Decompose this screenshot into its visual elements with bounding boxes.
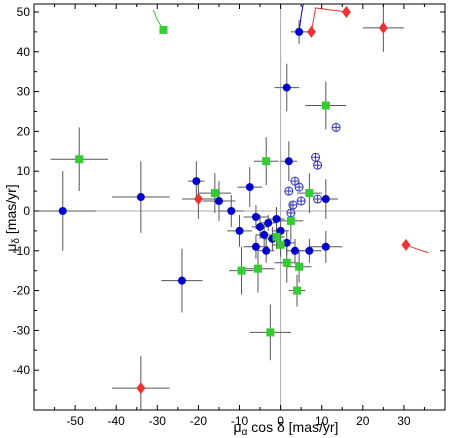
green-square-point: [276, 240, 285, 249]
plot-frame: [33, 3, 446, 411]
open-circle-cross-point: [290, 176, 300, 186]
y-tick-label: 40: [17, 45, 31, 59]
blue-circle-point: [262, 246, 271, 255]
green-square-point: [305, 189, 314, 198]
green-square-point: [293, 286, 302, 295]
x-tick-label: 30: [397, 414, 411, 428]
blue-circle-point: [295, 27, 304, 36]
open-circle-cross-point: [294, 182, 304, 192]
blue-circle-point: [282, 238, 291, 247]
green-square-point: [253, 264, 262, 273]
open-circle-cross-point: [284, 186, 294, 196]
green-square-point: [237, 266, 246, 275]
red-diamond-point: [136, 382, 146, 395]
blue-circle-point: [256, 222, 265, 231]
green-square-point: [272, 232, 281, 241]
open-circle-cross-point: [313, 194, 323, 204]
open-circle-cross-point: [288, 200, 298, 210]
y-tick-label: 50: [17, 5, 31, 19]
x-tick-label: 10: [315, 414, 329, 428]
y-axis-title-subscript: δ: [11, 238, 22, 244]
red-diamond-point: [378, 21, 388, 34]
y-tick-label: -20: [13, 284, 31, 298]
green-square-point: [286, 216, 295, 225]
red-diamond-point: [306, 25, 316, 38]
green-square-point: [210, 189, 219, 198]
blue-circle-point: [251, 242, 260, 251]
green-square-point: [159, 25, 168, 34]
reference-lines: [34, 4, 445, 410]
blue-circle-point: [321, 195, 330, 204]
motion-track: [298, 3, 304, 32]
open-circle-cross-point: [331, 122, 341, 132]
green-square-point: [295, 262, 304, 271]
axis-ticks: -50 -40 -30 -20 -10 0 10 20 30 -40 -30 -20 -10 0 10 20 3…: [13, 4, 446, 428]
red-diamond-point: [341, 5, 351, 18]
x-axis-title-mu: μ: [234, 419, 242, 435]
blue-circle-point: [235, 226, 244, 235]
green-square-point: [321, 101, 330, 110]
blue-circle-point: [282, 83, 291, 92]
y-tick-label: -30: [13, 323, 31, 337]
open-circle-cross-point: [313, 160, 323, 170]
red-diamond-point: [193, 193, 203, 206]
blue-circle-point: [214, 197, 223, 206]
x-tick-label: -50: [66, 414, 84, 428]
blue-circle-point: [227, 206, 236, 215]
blue-circle-point: [260, 230, 269, 239]
blue-circle-point: [177, 276, 186, 285]
x-tick-label: -30: [149, 414, 167, 428]
x-tick-label: -40: [108, 414, 126, 428]
green-square-point: [282, 258, 291, 267]
open-circle-cross-point: [296, 196, 306, 206]
blue-circle-point: [264, 218, 273, 227]
blue-circle-point: [305, 246, 314, 255]
error-bars: [34, 4, 404, 410]
y-tick-label: 10: [17, 164, 31, 178]
x-axis-title-subscript: α: [242, 427, 248, 438]
y-axis-title-mu: μ: [3, 244, 19, 252]
blue-circle-point: [321, 242, 330, 251]
x-axis-title-rest: cos δ [mas/yr]: [247, 419, 338, 435]
y-axis-title-rest: [mas/yr]: [3, 184, 19, 238]
blue-circle-point: [284, 157, 293, 166]
x-tick-label: 0: [277, 414, 284, 428]
motion-track: [310, 7, 347, 32]
blue-circle-point: [136, 193, 145, 202]
y-tick-label: 30: [17, 85, 31, 99]
blue-circle-point: [192, 177, 201, 186]
blue-circle-point: [58, 206, 67, 215]
x-axis-title: μα cos δ [mas/yr]: [234, 419, 339, 438]
y-axis-title: μδ [mas/yr]: [3, 184, 22, 251]
y-tick-label: 0: [23, 204, 30, 218]
blue-circle-point: [251, 212, 260, 221]
y-tick-label: -40: [13, 363, 31, 377]
green-square-point: [75, 155, 84, 164]
x-tick-label: -20: [190, 414, 208, 428]
open-circle-cross-point: [286, 208, 296, 218]
data-points: [58, 5, 411, 395]
x-tick-label: 20: [356, 414, 370, 428]
x-tick-label: -10: [231, 414, 249, 428]
green-square-point: [262, 157, 271, 166]
green-square-point: [266, 328, 275, 337]
blue-circle-point: [245, 183, 254, 192]
y-tick-label: 20: [17, 124, 31, 138]
y-tick-label: -10: [13, 244, 31, 258]
blue-circle-point: [290, 246, 299, 255]
open-circle-cross-point: [311, 152, 321, 162]
blue-circle-point: [272, 214, 281, 223]
red-diamond-point: [401, 238, 411, 251]
